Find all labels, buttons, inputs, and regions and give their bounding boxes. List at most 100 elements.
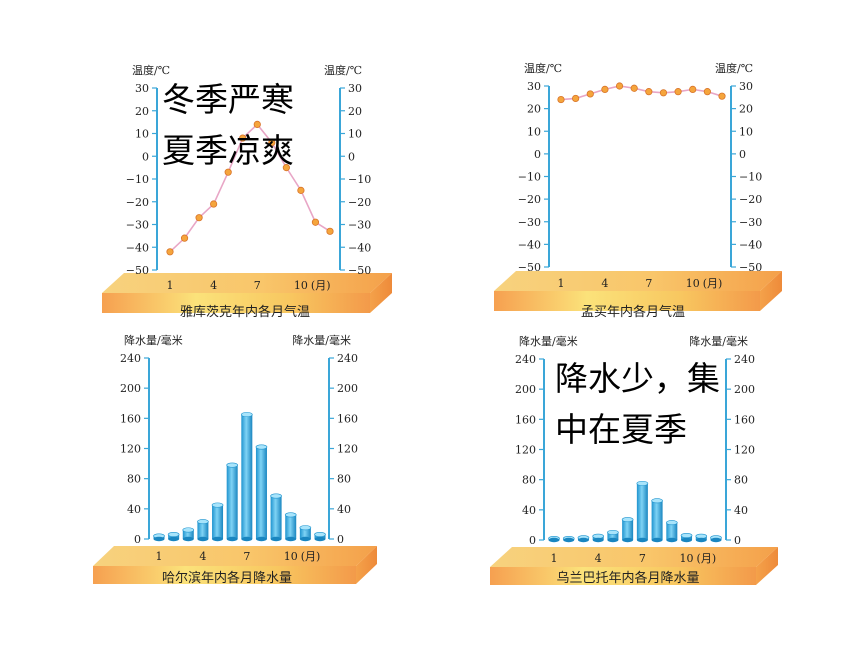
y-tick-label-left: −50: [126, 264, 149, 277]
precip-bar-base: [168, 536, 180, 542]
chart-caption: 哈尔滨年内各月降水量: [162, 570, 292, 586]
temperature-point: [674, 88, 682, 96]
y-tick-label-right: 10: [739, 125, 753, 138]
x-tick-label: 7: [645, 277, 652, 290]
temperature-point: [572, 94, 580, 103]
temperature-point: [615, 82, 624, 90]
precip-bar-base: [241, 536, 253, 542]
y-tick-label-right: −50: [739, 261, 762, 274]
x-tick-label: 4: [199, 550, 206, 563]
y-tick-label-right: 240: [337, 352, 358, 365]
precip-bar: [270, 496, 282, 539]
precip-bar-top: [592, 533, 604, 539]
y-tick-label-left: 240: [515, 353, 536, 366]
precip-bar-top: [270, 493, 282, 499]
platform-top: [494, 271, 782, 291]
precip-bar-top: [651, 498, 663, 504]
precip-bar-top: [211, 502, 224, 508]
precip-bar: [666, 522, 678, 540]
precip-bar-base: [153, 536, 165, 542]
annotation-text: 冬季严寒: [162, 80, 294, 119]
x-tick-label: 10: [686, 277, 700, 290]
y-tick-label-right: 200: [337, 382, 358, 395]
y-tick-label-right: −50: [348, 264, 371, 277]
precip-bar-base: [314, 536, 326, 542]
y-tick-label-left: 160: [515, 413, 536, 426]
precip-bar-base: [710, 537, 722, 543]
x-tick-label: 4: [595, 552, 602, 565]
temperature-point: [166, 248, 174, 256]
y-tick-label-left: 80: [127, 473, 141, 486]
y-axis-unit-right: 温度/℃: [324, 63, 362, 77]
precip-bar: [241, 414, 253, 539]
y-tick-label-right: 160: [734, 413, 755, 426]
y-tick-label-right: 20: [739, 103, 753, 116]
precip-bar-base: [299, 536, 311, 542]
precip-bar-base: [212, 536, 224, 542]
y-tick-label-right: 40: [734, 504, 748, 517]
y-tick-label-right: 30: [739, 80, 753, 93]
platform-side: [756, 547, 778, 585]
precip-bar-top: [314, 531, 326, 537]
y-tick-label-right: 30: [348, 82, 362, 95]
y-tick-label-left: −30: [518, 216, 541, 229]
x-tick-label: 4: [210, 279, 217, 292]
temperature-point: [326, 227, 334, 235]
y-tick-label-left: 120: [120, 443, 141, 456]
y-tick-label-right: −30: [348, 219, 371, 232]
y-tick-label-right: −40: [739, 238, 762, 251]
temperature-point: [195, 214, 203, 222]
y-tick-label-right: 80: [337, 473, 351, 486]
x-axis-unit: (月): [301, 550, 321, 563]
precip-bar: [255, 446, 267, 539]
temperature-point: [586, 90, 594, 98]
y-tick-label-left: 10: [527, 125, 541, 138]
y-tick-label-left: 200: [120, 382, 141, 395]
x-tick-label: 1: [167, 279, 174, 292]
chart-1: 30 30 20 20 10 10 0 0 −10 −10 −20 −20 −30 −30 −40 −40 −5…: [102, 63, 392, 320]
x-axis-unit: (月): [697, 552, 717, 565]
y-tick-label-right: −40: [348, 241, 371, 254]
y-axis-unit-left: 降水量/毫米: [519, 334, 578, 348]
chart-caption: 雅库茨克年内各月气温: [180, 304, 310, 320]
annotation-text: 夏季凉爽: [162, 131, 294, 170]
precip-bar-top: [607, 529, 619, 535]
y-tick-label-left: 200: [515, 383, 536, 396]
platform-front: [102, 293, 370, 313]
x-tick-label: 1: [551, 552, 558, 565]
temperature-point: [224, 168, 232, 176]
y-tick-label-right: 40: [337, 503, 351, 516]
annotation-text: 中在夏季: [555, 410, 687, 449]
y-tick-label-left: −20: [518, 193, 541, 206]
chart-caption: 孟买年内各月气温: [581, 304, 685, 320]
platform-side: [370, 273, 392, 313]
y-tick-label-left: −40: [518, 238, 541, 251]
y-tick-label-right: −10: [739, 171, 762, 184]
precip-bar-top: [197, 519, 209, 525]
chart-caption: 乌兰巴托年内各月降水量: [556, 570, 699, 586]
y-tick-label-right: 80: [734, 474, 748, 487]
platform-side: [760, 271, 782, 311]
precip-bar: [197, 521, 209, 539]
temperature-point: [210, 200, 218, 208]
y-tick-label-right: 160: [337, 412, 358, 425]
precip-bar-top: [182, 527, 195, 533]
y-tick-label-left: −30: [126, 219, 149, 232]
chart-4: 240 240 200 200 160 160 120 120 80 80 40 40 0 0 降水量/毫米…: [490, 334, 778, 586]
y-axis-unit-right: 降水量/毫米: [689, 334, 748, 348]
temperature-point: [268, 139, 276, 147]
y-tick-label-left: −20: [126, 196, 149, 209]
y-tick-label-right: −30: [739, 216, 762, 229]
x-tick-label: 1: [558, 277, 565, 290]
platform-top: [102, 273, 392, 293]
y-tick-label-left: 240: [120, 352, 141, 365]
y-axis-unit-right: 温度/℃: [715, 61, 753, 75]
precip-bar: [299, 527, 311, 539]
y-tick-label-right: −10: [348, 173, 371, 186]
y-tick-label-right: 10: [348, 128, 362, 141]
temperature-point: [703, 88, 711, 96]
temperature-point: [689, 85, 697, 93]
precip-bar-base: [592, 537, 604, 543]
precip-bar: [212, 505, 224, 539]
